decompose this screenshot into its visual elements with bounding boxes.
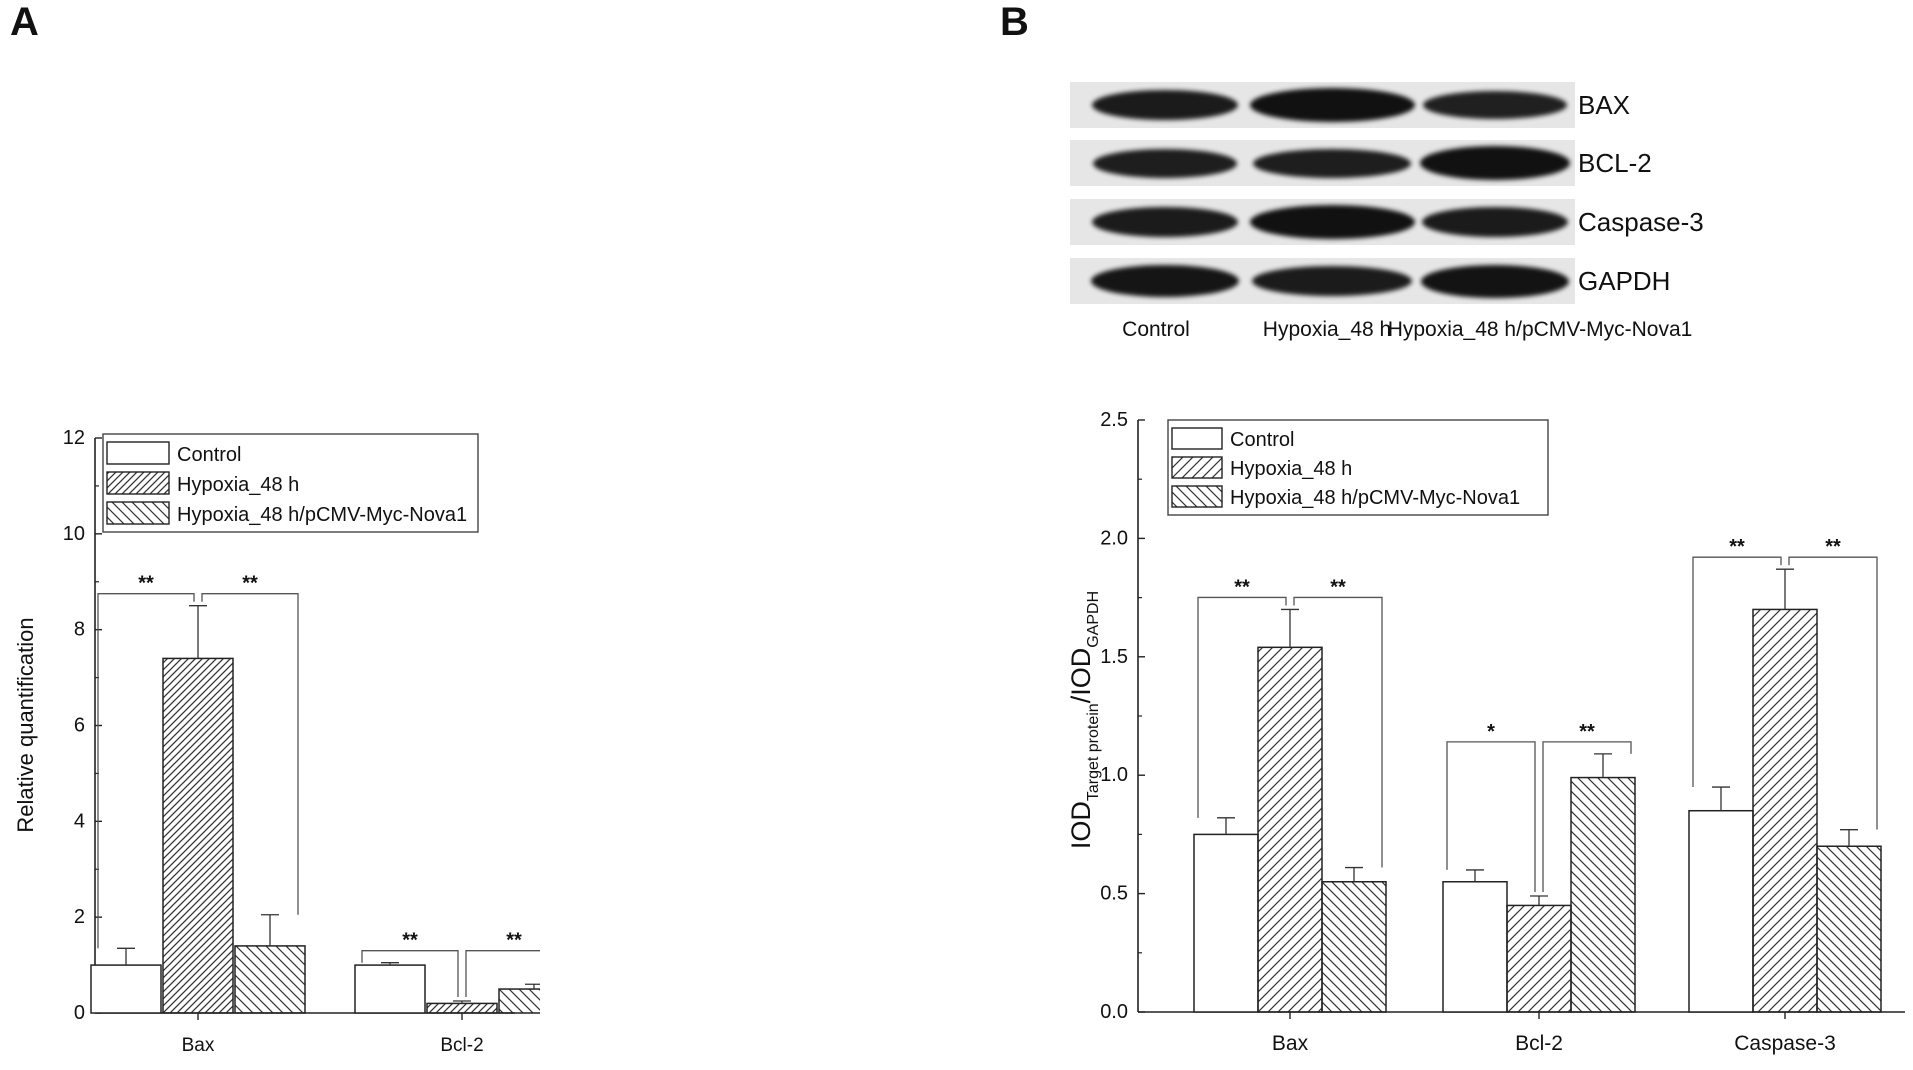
bar bbox=[90, 964, 162, 1014]
y-axis-label: IODTarget protein/IODGAPDH bbox=[1066, 591, 1102, 849]
blot-lane-label: Hypoxia_48 h bbox=[1262, 318, 1392, 341]
significance-bracket bbox=[1197, 596, 1287, 818]
blot-band bbox=[1092, 90, 1238, 120]
blot-band bbox=[1249, 88, 1415, 122]
significance-label: ** bbox=[1234, 576, 1250, 598]
bar bbox=[1257, 646, 1323, 1013]
blot-lane-label: Control bbox=[1122, 318, 1190, 341]
y-tick-label: 0.0 bbox=[1100, 1001, 1128, 1023]
significance-bracket bbox=[201, 593, 299, 915]
blot-band bbox=[1422, 207, 1568, 237]
blot-protein-label: BCL-2 bbox=[1578, 148, 1652, 178]
significance-bracket bbox=[465, 950, 540, 998]
significance-bracket bbox=[1446, 741, 1536, 892]
y-tick-label: 1.5 bbox=[1100, 646, 1128, 668]
legend-swatch bbox=[1171, 456, 1223, 479]
y-tick-label: 12 bbox=[63, 427, 85, 449]
blot-band bbox=[1092, 207, 1238, 237]
blot-band bbox=[1251, 266, 1413, 296]
category-label: Bcl-2 bbox=[440, 1035, 483, 1056]
y-tick-label: 10 bbox=[63, 523, 85, 545]
legend-label: Control bbox=[1230, 429, 1294, 451]
legend-swatch bbox=[106, 501, 170, 525]
y-axis-label: Relative quantification bbox=[13, 617, 38, 832]
bar bbox=[354, 964, 426, 1014]
legend-swatch bbox=[106, 471, 170, 495]
significance-label: ** bbox=[402, 930, 418, 952]
blot-protein-label: GAPDH bbox=[1578, 266, 1671, 296]
significance-bracket bbox=[1293, 596, 1383, 868]
bar bbox=[1321, 881, 1387, 1013]
blot-band bbox=[1420, 264, 1570, 298]
y-axis-label-part: /IOD bbox=[1066, 648, 1096, 704]
significance-label: ** bbox=[1729, 536, 1745, 558]
blot-band bbox=[1091, 265, 1239, 297]
bar bbox=[1506, 904, 1572, 1013]
legend-label: Control bbox=[177, 444, 241, 466]
significance-label: ** bbox=[1825, 536, 1841, 558]
legend-label: Hypoxia_48 h bbox=[177, 474, 299, 496]
legend-box bbox=[1167, 419, 1549, 516]
legend-swatch bbox=[106, 441, 170, 465]
blot-band bbox=[1420, 146, 1570, 180]
panel-letter-a: A bbox=[10, 0, 39, 44]
y-tick-label: 6 bbox=[74, 715, 85, 737]
category-label: Caspase-3 bbox=[1734, 1032, 1836, 1055]
y-tick-label: 0.5 bbox=[1100, 883, 1128, 905]
legend-swatch bbox=[1171, 485, 1223, 508]
y-tick-label: 8 bbox=[74, 619, 85, 641]
bar bbox=[498, 988, 540, 1014]
y-tick-label: 1.0 bbox=[1100, 764, 1128, 786]
y-axis-label-part: GAPDH bbox=[1085, 591, 1102, 648]
y-axis-label-part: Target protein bbox=[1085, 703, 1102, 801]
legend-label: Hypoxia_48 h bbox=[1230, 458, 1352, 480]
category-label: Bax bbox=[182, 1035, 215, 1056]
blot-lane-label: Hypoxia_48 h/pCMV-Myc-Nova1 bbox=[1387, 318, 1693, 341]
bar bbox=[162, 657, 234, 1014]
bar bbox=[426, 1002, 498, 1014]
bar bbox=[1193, 833, 1259, 1013]
significance-bracket bbox=[361, 950, 459, 998]
significance-label: ** bbox=[242, 573, 258, 595]
y-tick-label: 2.5 bbox=[1100, 409, 1128, 431]
blot-band bbox=[1423, 91, 1567, 119]
significance-bracket bbox=[1542, 741, 1632, 892]
legend-swatch bbox=[1171, 427, 1223, 450]
legend-label: Hypoxia_48 h/pCMV-Myc-Nova1 bbox=[177, 504, 467, 526]
category-label: Bax bbox=[1272, 1032, 1309, 1055]
significance-label: ** bbox=[1330, 576, 1346, 598]
blot-band bbox=[1249, 205, 1415, 239]
legend-label: Hypoxia_48 h/pCMV-Myc-Nova1 bbox=[1230, 487, 1520, 509]
significance-bracket bbox=[97, 593, 195, 949]
y-tick-label: 0 bbox=[74, 1002, 85, 1024]
chart-b: 0.00.51.01.52.02.5** *** **** **Bax Bcl-2 Cas… bbox=[1066, 409, 1905, 1055]
western-blot: BAX BCL-2 Caspase-3 GAPDH Control Hypoxia_48 … bbox=[1070, 78, 1704, 341]
chart-a: 024681012************BaxBcl-2Caspase-3Co… bbox=[13, 427, 540, 1056]
y-tick-label: 2.0 bbox=[1100, 527, 1128, 549]
bar bbox=[1570, 776, 1636, 1013]
y-tick-label: 4 bbox=[74, 810, 85, 832]
significance-label: ** bbox=[506, 930, 522, 952]
bar bbox=[1816, 845, 1882, 1013]
significance-label: ** bbox=[1579, 721, 1595, 743]
significance-bracket bbox=[1692, 556, 1782, 788]
bar bbox=[1752, 608, 1818, 1013]
blot-protein-label: Caspase-3 bbox=[1578, 207, 1704, 237]
y-tick-label: 2 bbox=[74, 906, 85, 928]
significance-bracket bbox=[1788, 556, 1878, 830]
blot-band bbox=[1252, 148, 1412, 178]
bar bbox=[234, 945, 306, 1014]
category-label: Bcl-2 bbox=[1515, 1032, 1563, 1055]
panel-letter-b: B bbox=[1000, 0, 1029, 44]
bar bbox=[1688, 809, 1754, 1013]
significance-label: ** bbox=[138, 573, 154, 595]
bar bbox=[1442, 881, 1508, 1013]
y-axis-label-part: IOD bbox=[1066, 801, 1096, 849]
blot-band bbox=[1092, 148, 1238, 178]
blot-protein-label: BAX bbox=[1578, 90, 1631, 120]
significance-label: * bbox=[1487, 721, 1495, 743]
